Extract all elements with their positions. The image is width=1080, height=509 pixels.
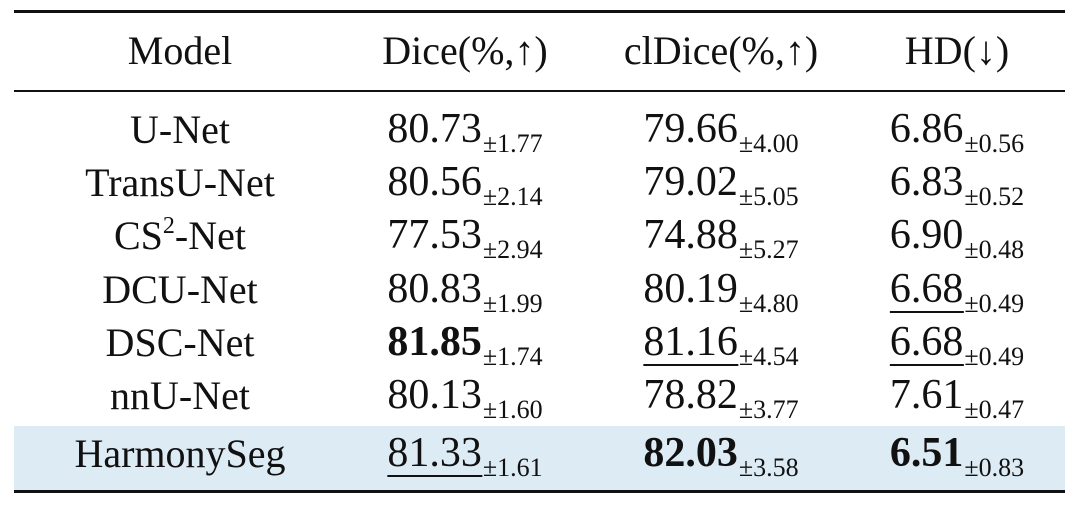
dice-value: 80.73 xyxy=(387,106,482,152)
table-row-model: DSC-Net xyxy=(106,323,255,363)
table-cell-hd: 6.68±0.49 xyxy=(889,319,1024,370)
dice-std: ±1.60 xyxy=(482,395,543,424)
header-model: Model xyxy=(127,28,233,73)
cldice-std: ±4.80 xyxy=(738,289,799,318)
model-name: DCU-Net xyxy=(102,267,258,312)
hd-value: 6.83 xyxy=(889,159,964,205)
model-name: CS xyxy=(113,213,163,258)
model-name: DSC-Net xyxy=(105,320,255,365)
hd-std: ±0.56 xyxy=(964,129,1025,158)
table-row-model: HarmonySeg xyxy=(74,434,285,474)
table-cell-dice: 81.85±1.74 xyxy=(387,319,542,370)
highlighted-row-background xyxy=(14,426,1065,490)
table-cell-dice: 77.53±2.94 xyxy=(387,212,542,263)
dice-std: ±1.77 xyxy=(482,129,543,158)
hd-std: ±0.52 xyxy=(964,182,1025,211)
dice-std: ±2.94 xyxy=(482,235,543,264)
hd-value: 6.51 xyxy=(889,430,964,476)
table-cell-dice: 80.83±1.99 xyxy=(387,266,542,317)
table-cell-dice: 81.33±1.61 xyxy=(387,430,543,481)
model-name: U-Net xyxy=(130,107,230,152)
table-cell-cldice: 74.88±5.27 xyxy=(643,212,798,263)
hd-value: 6.90 xyxy=(889,212,964,258)
table-cell-cldice: 79.66±4.00 xyxy=(643,106,798,157)
model-name: nnU-Net xyxy=(110,373,250,418)
dice-std: ±1.99 xyxy=(482,289,543,318)
table-cell-cldice: 79.02±5.05 xyxy=(643,159,798,210)
table-row-model: nnU-Net xyxy=(110,376,250,416)
table-cell-hd: 6.90±0.48 xyxy=(889,212,1024,263)
dice-value: 81.85 xyxy=(387,319,482,365)
table-cell-hd: 7.61±0.47 xyxy=(889,372,1024,423)
hd-value: 6.86 xyxy=(889,106,964,152)
cldice-value: 81.16 xyxy=(643,319,738,366)
cldice-value: 82.03 xyxy=(643,430,738,476)
table-cell-hd: 6.83±0.52 xyxy=(889,159,1024,210)
hd-std: ±0.49 xyxy=(964,289,1025,318)
table-cell-cldice: 82.03±3.58 xyxy=(643,430,798,481)
table-row-model: DCU-Net xyxy=(102,270,258,310)
hd-value: 7.61 xyxy=(889,372,964,418)
dice-std: ±1.74 xyxy=(482,342,543,371)
header-dice: Dice(%,↑) xyxy=(382,28,548,73)
cldice-value: 78.82 xyxy=(643,372,738,418)
table-cell-hd: 6.51±0.83 xyxy=(889,430,1024,481)
table-cell-dice: 80.56±2.14 xyxy=(387,159,542,210)
header-hd: HD(↓) xyxy=(904,28,1010,73)
dice-std: ±1.61 xyxy=(482,453,543,482)
cldice-std: ±3.58 xyxy=(738,453,799,482)
table-cell-cldice: 78.82±3.77 xyxy=(643,372,798,423)
cldice-std: ±4.54 xyxy=(738,342,799,371)
cldice-std: ±5.27 xyxy=(738,235,799,264)
dice-value: 80.83 xyxy=(387,266,482,312)
dice-value: 80.13 xyxy=(387,372,482,418)
table-cell-cldice: 80.19±4.80 xyxy=(643,266,798,317)
bottom-rule xyxy=(14,490,1065,493)
hd-std: ±0.83 xyxy=(964,453,1025,482)
cldice-std: ±3.77 xyxy=(738,395,799,424)
table-cell-cldice: 81.16±4.54 xyxy=(643,319,799,370)
cldice-value: 79.02 xyxy=(643,159,738,205)
model-name: HarmonySeg xyxy=(74,431,286,476)
table-row-model: U-Net xyxy=(130,110,230,150)
cldice-value: 80.19 xyxy=(643,266,738,312)
table-cell-hd: 6.68±0.49 xyxy=(889,266,1024,317)
model-name-suffix: -Net xyxy=(174,213,247,258)
model-name-superscript: 2 xyxy=(162,213,175,239)
hd-std: ±0.49 xyxy=(964,342,1025,371)
table-cell-hd: 6.86±0.56 xyxy=(889,106,1024,157)
cldice-std: ±5.05 xyxy=(738,182,799,211)
cldice-value: 74.88 xyxy=(643,212,738,258)
dice-value: 81.33 xyxy=(387,430,482,477)
table-row-model: CS2-Net xyxy=(113,213,247,258)
cldice-value: 79.66 xyxy=(643,106,738,152)
hd-value: 6.68 xyxy=(889,266,964,313)
table-row-model: TransU-Net xyxy=(85,163,275,203)
header-cldice: clDice(%,↑) xyxy=(623,28,819,73)
table-cell-dice: 80.13±1.60 xyxy=(387,372,542,423)
dice-value: 80.56 xyxy=(387,159,482,205)
top-rule xyxy=(14,10,1065,13)
hd-std: ±0.47 xyxy=(964,395,1025,424)
hd-std: ±0.48 xyxy=(964,235,1025,264)
model-name: TransU-Net xyxy=(85,160,275,205)
hd-value: 6.68 xyxy=(889,319,964,366)
cldice-std: ±4.00 xyxy=(738,129,799,158)
dice-std: ±2.14 xyxy=(482,182,543,211)
header-rule xyxy=(14,90,1065,92)
table-cell-dice: 80.73±1.77 xyxy=(387,106,542,157)
dice-value: 77.53 xyxy=(387,212,482,258)
